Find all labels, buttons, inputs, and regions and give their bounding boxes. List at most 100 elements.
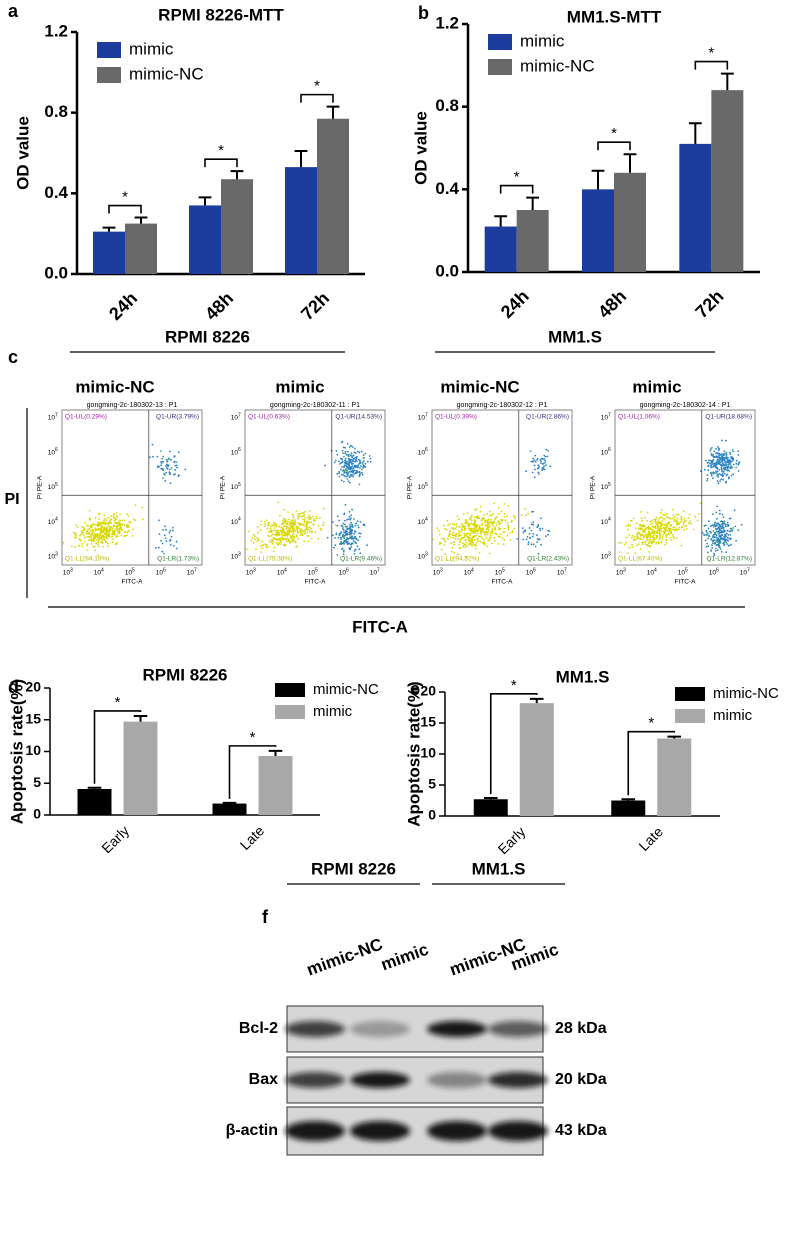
event-dot [86,524,88,527]
event-dot [278,532,281,534]
event-dot [722,478,725,481]
event-dot [346,525,348,528]
event-dot [284,520,287,523]
event-dot [480,540,482,543]
event-dot [670,523,673,526]
event-dot [271,542,274,545]
event-dot [648,530,651,533]
tick-base: 10 [433,570,441,577]
event-dot [732,463,735,466]
event-dot [174,469,177,471]
event-dot [710,474,713,477]
tick-exponent: 5 [425,482,428,488]
event-dot [86,536,89,538]
event-dot [673,518,676,521]
event-dot [488,552,491,555]
event-dot [286,525,288,528]
event-dot [685,527,688,530]
event-dot [653,536,655,539]
event-dot [287,527,289,529]
event-dot [103,538,105,541]
event-dot [512,514,515,517]
event-dot [175,461,178,463]
event-dot [303,540,306,543]
event-dot [272,550,275,553]
event-dot [308,518,311,521]
event-dot [158,519,160,522]
event-dot [671,517,674,520]
event-dot [360,450,363,453]
event-dot [725,463,727,465]
event-dot [173,460,176,463]
event-dot [100,530,102,533]
event-dot [116,522,119,525]
event-dot [712,456,715,459]
event-dot [720,530,722,532]
event-dot [169,458,172,461]
event-dot [451,522,454,525]
event-dot [728,544,730,547]
x-tick-label: 72h [691,286,727,322]
event-dot [641,543,644,545]
event-dot [269,527,272,530]
event-dot [485,545,488,548]
event-dot [665,541,668,544]
event-dot [644,517,647,519]
event-dot [245,548,248,551]
event-dot [293,536,295,538]
event-dot [301,518,304,521]
event-dot [94,535,97,538]
event-dot [347,538,350,540]
event-dot [716,549,719,552]
event-dot [298,514,301,517]
event-dot [715,522,718,525]
event-dot [267,523,270,526]
event-dot [667,522,670,525]
x-tick-label: 48h [201,288,237,324]
event-dot [170,535,173,538]
event-dot [717,527,719,530]
event-dot [450,536,452,539]
event-dot [497,543,500,545]
event-dot [678,526,681,529]
event-dot [340,536,342,539]
event-dot [683,528,686,531]
event-dot [629,524,632,527]
event-dot [101,539,104,542]
event-dot [497,520,500,523]
event-dot [729,461,732,464]
event-dot [637,543,640,546]
event-dot [667,532,670,534]
event-dot [466,545,469,548]
plot-frame [614,409,756,566]
event-dot [339,463,341,465]
event-dot [641,519,643,522]
event-dot [351,465,354,467]
tick-exponent: 4 [471,567,474,573]
y-tick-label: 0.0 [44,263,68,282]
event-dot [306,523,309,526]
event-dot [461,525,464,528]
event-dot [731,460,733,463]
event-dot [344,525,347,528]
event-dot [713,523,716,526]
event-dot [366,460,369,463]
event-dot [345,468,347,470]
event-dot [99,534,102,537]
event-dot [718,460,721,463]
tick-exponent: 6 [716,567,719,573]
event-dot [670,539,673,541]
x-tick-label: 48h [594,286,630,322]
tick-base: 10 [231,519,239,526]
event-dot [177,451,180,454]
event-dot [336,524,339,527]
event-dot [92,546,95,548]
event-dot [470,514,473,517]
event-dot [724,536,727,538]
bar [285,167,317,274]
tick-base: 10 [418,484,426,491]
event-dot [113,519,116,522]
event-dot [283,508,285,511]
event-dot [490,530,493,533]
event-dot [357,539,360,541]
